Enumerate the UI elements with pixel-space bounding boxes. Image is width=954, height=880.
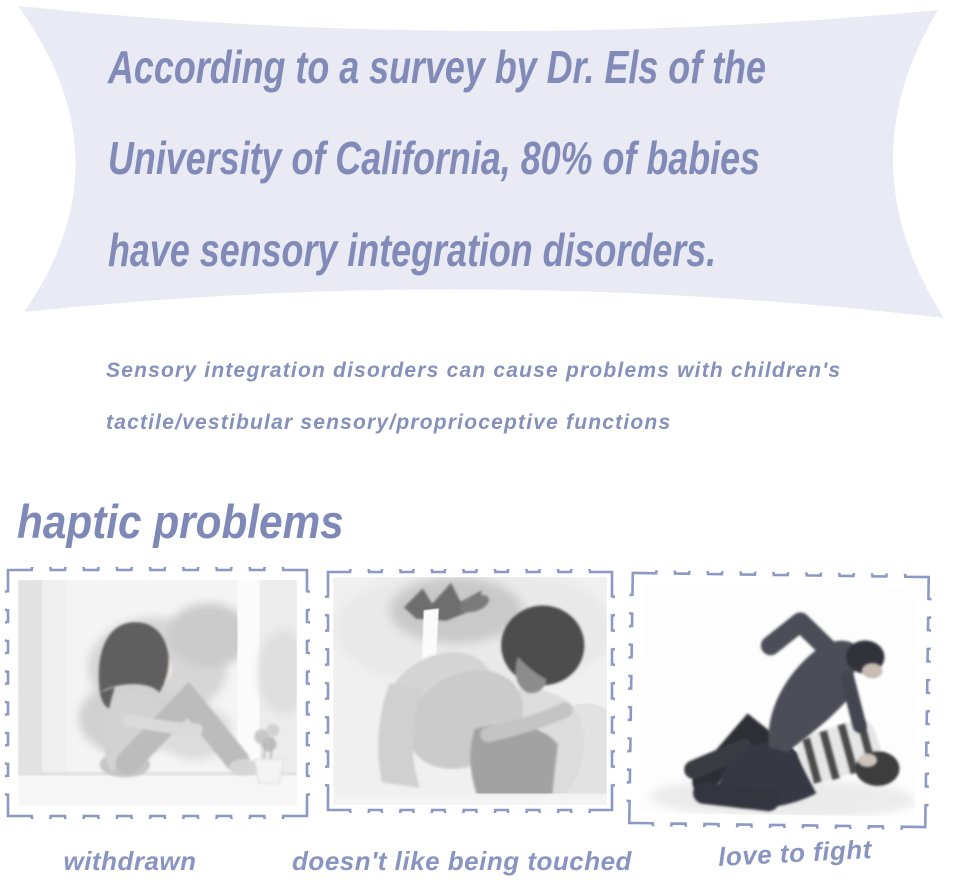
plant-leaves bbox=[403, 582, 490, 621]
boys-wrestling-illustration bbox=[639, 583, 919, 817]
banner-background-shape bbox=[18, 6, 944, 318]
kneeling-boy-silhouette bbox=[693, 612, 885, 812]
boy-silhouette bbox=[378, 605, 585, 802]
section-heading: haptic problems bbox=[17, 495, 344, 548]
stamp-frame-fight bbox=[626, 569, 932, 831]
photo-boy-curled-up bbox=[333, 577, 607, 805]
stamp-frame-touched bbox=[325, 569, 615, 813]
subtitle-line-1: Sensory integration disorders can cause … bbox=[106, 359, 842, 382]
banner-text-line-3: have sensory integration disorders. bbox=[108, 224, 717, 276]
caption-love-to-fight: love to fight bbox=[717, 833, 873, 873]
stamp-frame-withdrawn bbox=[5, 567, 310, 819]
boy-curled-up-illustration bbox=[333, 577, 607, 805]
girl-silhouette bbox=[98, 622, 259, 778]
photo-girl-by-window bbox=[18, 580, 297, 806]
flower-pot bbox=[253, 723, 285, 784]
banner-text-line-1: According to a survey by Dr. Els of the bbox=[108, 41, 766, 93]
caption-withdrawn: withdrawn bbox=[63, 846, 197, 876]
photo-boys-wrestling bbox=[639, 583, 919, 817]
caption-doesnt-like-being-touched: doesn't like being touched bbox=[292, 846, 632, 876]
subtitle-line-2: tactile/vestibular sensory/proprioceptiv… bbox=[106, 411, 672, 434]
survey-banner: According to a survey by Dr. Els of the … bbox=[0, 0, 954, 335]
banner-text-line-2: University of California, 80% of babies bbox=[108, 132, 760, 184]
girl-by-window-illustration bbox=[18, 580, 297, 806]
